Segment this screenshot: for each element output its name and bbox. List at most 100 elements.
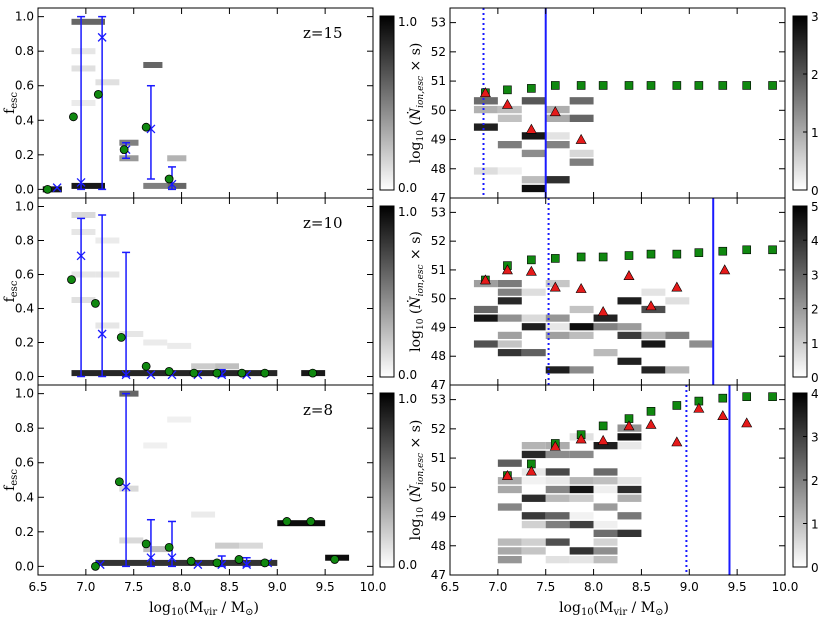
histogram-cell [119, 485, 139, 492]
histogram-cell [95, 79, 120, 86]
histogram-cell [143, 62, 163, 68]
histogram-cell [545, 279, 570, 288]
histogram-cell [497, 503, 522, 511]
median-marker [234, 555, 244, 564]
histogram-cell [593, 547, 618, 555]
median-marker [141, 539, 151, 549]
total-rate-marker [598, 252, 608, 262]
histogram-cell [593, 503, 618, 511]
colorbar-tick-label: 4 [811, 387, 819, 401]
histogram-cell [545, 450, 570, 459]
x-tick-label: 7.5 [124, 580, 143, 594]
colorbar [792, 205, 808, 378]
histogram-cell [497, 349, 522, 357]
histogram-cell [593, 485, 618, 494]
y-tick-label: 1.0 [15, 200, 34, 214]
y-tick-label: 48 [431, 349, 446, 363]
histogram-cell [545, 105, 570, 114]
mean-marker [76, 251, 86, 261]
x-tick-label: 7.0 [76, 580, 95, 594]
histogram-cell [71, 48, 96, 55]
colorbar [379, 205, 395, 378]
escape-rate-marker [693, 402, 705, 413]
total-rate-marker [527, 84, 536, 93]
escape-rate-marker [597, 434, 609, 445]
y-tick-label: 0.0 [15, 182, 34, 196]
histogram-cell [593, 323, 618, 331]
x-tick-label: 10.0 [360, 580, 387, 594]
total-rate-marker [576, 81, 586, 90]
total-rate-marker [624, 251, 634, 260]
x-tick-label: 8.5 [220, 580, 239, 594]
colorbar-min-label: 0.0 [398, 558, 417, 572]
total-rate-marker [718, 393, 728, 403]
histogram-cell [617, 529, 642, 537]
x-tick-label: 7.0 [488, 580, 507, 594]
plot-area [91, 390, 350, 571]
histogram-cell [617, 442, 642, 450]
histogram-cell [617, 477, 642, 485]
histogram-cell [119, 331, 144, 337]
y-axis-label: log10 (Ṅion,esc × s) [406, 420, 426, 541]
colorbar [379, 15, 395, 191]
mean-marker [167, 553, 177, 563]
histogram-cell [521, 547, 546, 555]
y-tick-label: 48 [431, 162, 446, 176]
y-tick-label: 0.8 [15, 234, 34, 248]
histogram-cell [71, 212, 96, 218]
escape-rate-marker [501, 98, 513, 109]
escape-rate-marker [623, 270, 635, 280]
colorbar-tick-label: 0 [811, 561, 819, 575]
histogram-cell [497, 547, 522, 555]
histogram-cell [473, 340, 498, 348]
y-tick-label: 0.0 [15, 370, 34, 384]
histogram-cell [42, 186, 62, 193]
histogram-cell [95, 322, 120, 329]
y-axis-label: log10 (Ṅion,esc × s) [406, 231, 426, 352]
median-marker [260, 558, 270, 568]
escape-rate-marker [575, 133, 587, 144]
histogram-cell [71, 229, 96, 235]
histogram-cell [593, 477, 618, 485]
histogram-cell [545, 494, 570, 502]
histogram-cell [545, 141, 570, 149]
histogram-cell [617, 331, 642, 339]
plot-area [42, 15, 187, 194]
total-rate-marker [672, 81, 682, 90]
y-tick-label: 49 [431, 133, 446, 147]
histogram-cell [497, 297, 522, 305]
y-tick-label: 1.0 [15, 387, 34, 401]
histogram-cell [473, 314, 498, 322]
median-marker [69, 112, 78, 122]
y-tick-label: 0.4 [15, 302, 34, 316]
histogram-cell [569, 547, 594, 555]
colorbar-tick-label: 2 [811, 68, 819, 82]
histogram-cell [473, 105, 498, 114]
escape-rate-marker [717, 410, 729, 420]
colorbar-max-label: 1.0 [398, 15, 417, 29]
histogram-cell [689, 340, 714, 348]
histogram-cell [71, 182, 105, 189]
escape-rate-marker [623, 420, 635, 431]
escape-rate-marker [525, 265, 537, 276]
y-axis-label: fesc [2, 280, 20, 302]
redshift-label: z=8 [303, 401, 333, 419]
total-rate-marker [550, 254, 560, 263]
median-marker [91, 298, 100, 308]
escape-rate-marker [501, 264, 513, 275]
colorbar-tick-label: 2 [811, 303, 819, 317]
y-tick-label: 51 [431, 74, 446, 88]
plot-area [473, 8, 777, 198]
redshift-label: z=10 [303, 214, 343, 232]
colorbar-tick-label: 0 [811, 184, 819, 198]
histogram-cell [521, 494, 546, 502]
colorbar-max-label: 1.0 [398, 392, 417, 406]
median-marker [212, 558, 222, 568]
histogram-cell [569, 149, 594, 158]
total-rate-marker [646, 81, 656, 90]
histogram-cell [569, 331, 594, 339]
median-marker [114, 477, 124, 487]
histogram-cell [71, 100, 96, 106]
escape-rate-marker [741, 417, 753, 428]
